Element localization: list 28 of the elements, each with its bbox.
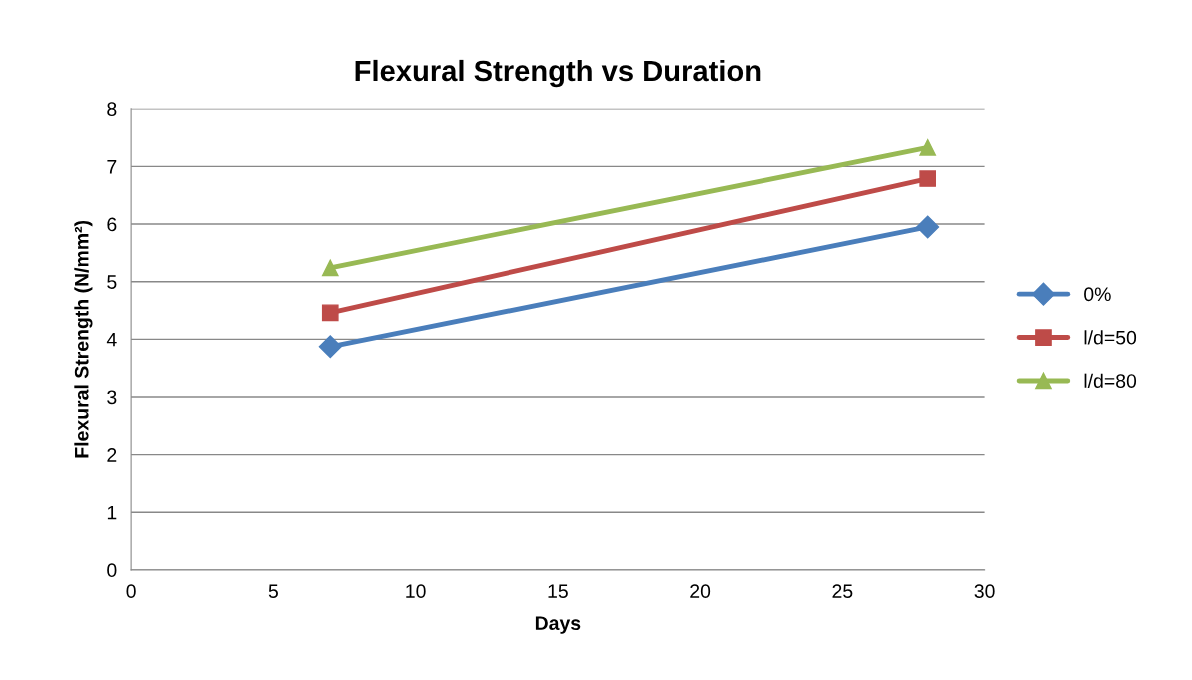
point <box>919 139 937 156</box>
x-tick-label: 5 <box>268 584 278 599</box>
chart-title: Flexural Strength vs Duration <box>355 59 761 88</box>
x-tick-label: 25 <box>832 584 853 599</box>
y-tick-label: 5 <box>107 275 117 289</box>
point <box>321 259 339 277</box>
y-tick-label: 0 <box>107 563 117 578</box>
y-axis-title: Flexural Strength (N/mm²) <box>74 220 93 458</box>
y-tick-label: 6 <box>107 217 117 232</box>
x-tick-label: 10 <box>406 584 426 599</box>
legend-label: l/d=80 <box>1084 373 1137 388</box>
point <box>321 304 339 322</box>
y-tick-label: 8 <box>107 102 117 117</box>
x-tick-label: 20 <box>690 584 711 599</box>
x-tick-label: 30 <box>974 584 995 599</box>
y-tick-label: 7 <box>107 160 117 174</box>
y-tick-label: 1 <box>107 505 117 520</box>
y-tick-label: 3 <box>107 390 117 405</box>
x-tick-label: 15 <box>548 584 568 599</box>
legend-label: 0% <box>1084 287 1111 302</box>
point <box>919 170 937 187</box>
x-tick-label: 0 <box>126 584 136 599</box>
y-tick-label: 2 <box>107 448 117 462</box>
legend-label: l/d=50 <box>1084 330 1137 345</box>
x-axis-title: Days <box>535 616 581 634</box>
y-tick-label: 4 <box>106 332 117 347</box>
point <box>916 215 940 239</box>
point <box>318 335 342 359</box>
